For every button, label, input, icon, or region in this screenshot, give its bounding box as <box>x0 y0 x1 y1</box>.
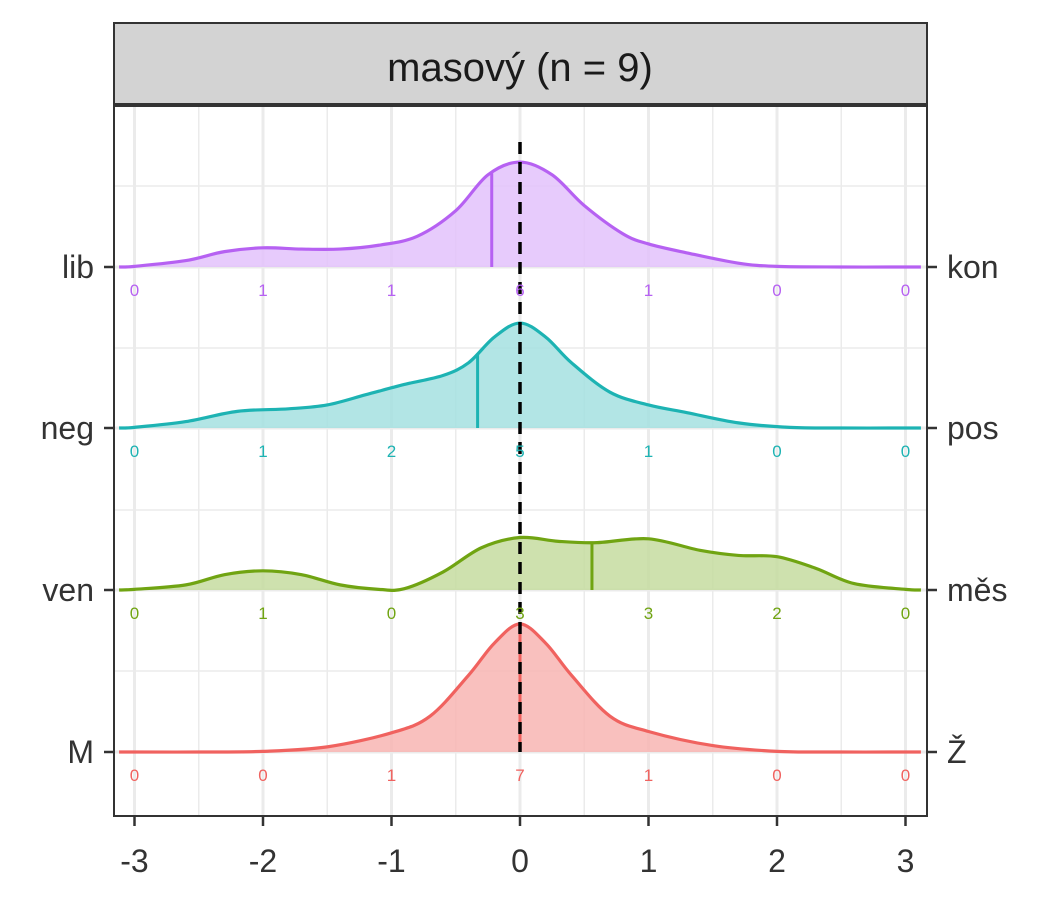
count-label: 0 <box>772 281 781 300</box>
density-line-neg <box>119 321 921 430</box>
count-label: 1 <box>258 604 267 623</box>
density-area-neg <box>119 323 921 429</box>
y-tick-label-right: měs <box>947 572 1007 608</box>
chart-title: masový (n = 9) <box>387 46 653 90</box>
facet-strip <box>113 22 928 105</box>
count-label: 2 <box>772 604 781 623</box>
ridge-lib <box>119 160 921 269</box>
count-labels: 0 0 1 7 1 0 00 1 0 3 3 2 00 1 2 5 1 0 00 1 1 6 1 0 0 <box>130 281 910 785</box>
count-label: 0 <box>901 604 910 623</box>
count-label: 1 <box>387 281 396 300</box>
ridge-neg <box>119 321 921 430</box>
count-label: 0 <box>387 604 396 623</box>
x-tick-label: 0 <box>511 843 529 879</box>
y-tick-label-right: kon <box>947 249 999 285</box>
x-tick-label: 2 <box>768 843 786 879</box>
density-line-ven <box>119 535 921 592</box>
y-tick-label-left: M <box>67 734 94 770</box>
x-tick-label: -1 <box>377 843 405 879</box>
density-line-lib <box>119 160 921 269</box>
count-label: 1 <box>644 766 653 785</box>
count-label: 1 <box>387 766 396 785</box>
count-label: 1 <box>644 281 653 300</box>
count-label: 0 <box>901 766 910 785</box>
x-tick-label: -3 <box>120 843 148 879</box>
count-label: 0 <box>772 442 781 461</box>
count-label: 3 <box>644 604 653 623</box>
y-tick-label-left: ven <box>42 572 94 608</box>
density-area-lib <box>119 162 921 268</box>
count-label: 0 <box>130 604 139 623</box>
count-label: 0 <box>130 281 139 300</box>
count-label: 1 <box>644 442 653 461</box>
count-label: 5 <box>515 442 524 461</box>
count-label: 1 <box>258 442 267 461</box>
count-label: 3 <box>515 604 524 623</box>
count-label: 0 <box>258 766 267 785</box>
count-label: 1 <box>258 281 267 300</box>
count-label: 0 <box>901 281 910 300</box>
x-tick-label: -2 <box>249 843 277 879</box>
count-label: 0 <box>130 442 139 461</box>
y-tick-label-right: pos <box>947 410 999 446</box>
count-label: 0 <box>901 442 910 461</box>
count-label: 6 <box>515 281 524 300</box>
y-tick-label-right: Ž <box>947 734 967 770</box>
count-label: 0 <box>130 766 139 785</box>
count-label: 0 <box>772 766 781 785</box>
x-tick-label: 3 <box>897 843 915 879</box>
x-tick-label: 1 <box>640 843 658 879</box>
y-tick-label-left: neg <box>41 410 94 446</box>
count-label: 7 <box>515 766 524 785</box>
count-label: 2 <box>387 442 396 461</box>
y-tick-label-left: lib <box>62 249 94 285</box>
